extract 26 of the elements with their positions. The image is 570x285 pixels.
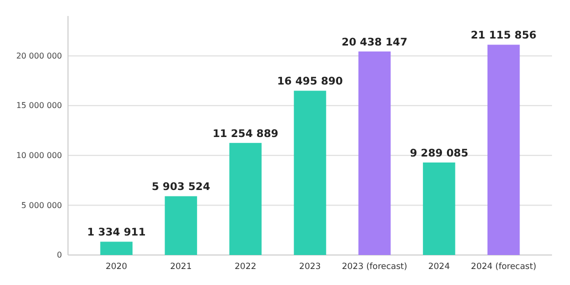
x-tick-label: 2021 [170,262,192,272]
y-tick-label: 20 000 000 [16,51,62,60]
data-label: 11 254 889 [212,128,278,140]
y-tick-label: 0 [56,250,62,260]
bar [294,90,326,255]
y-tick-label: 10 000 000 [16,150,62,160]
bar [229,142,262,255]
x-tick-label: 2023 (forecast) [342,262,408,272]
bar [164,196,198,255]
x-tick-label: 2024 [428,262,450,272]
bar [487,44,520,255]
data-label: 21 115 856 [470,30,536,42]
data-label: 16 495 890 [277,76,343,88]
data-label: 5 903 524 [152,181,210,194]
x-tick-label: 2023 [299,262,321,272]
x-tick-label: 2024 (forecast) [470,262,536,272]
bar [422,162,456,255]
data-label: 1 334 911 [87,226,146,239]
x-tick-label: 2020 [106,262,128,272]
bar [100,242,133,255]
y-tick-label: 15 000 000 [16,101,62,110]
data-label: 20 438 147 [342,36,408,48]
y-tick-label: 5 000 000 [21,200,62,210]
x-tick-label: 2022 [234,262,256,272]
bar [358,51,391,255]
data-label: 9 289 085 [410,147,468,160]
